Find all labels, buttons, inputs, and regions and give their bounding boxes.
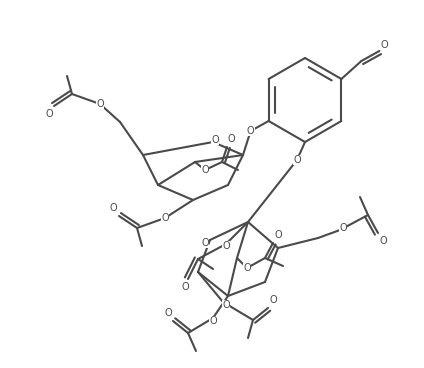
Text: O: O — [247, 126, 254, 136]
Text: O: O — [109, 203, 117, 213]
Text: O: O — [222, 241, 230, 251]
Text: O: O — [243, 263, 251, 273]
Text: O: O — [222, 300, 230, 310]
Text: O: O — [45, 109, 53, 119]
Text: O: O — [269, 295, 277, 305]
Text: O: O — [96, 99, 104, 109]
Text: O: O — [201, 238, 209, 248]
Text: O: O — [293, 155, 301, 165]
Text: O: O — [211, 135, 219, 145]
Text: O: O — [209, 316, 217, 326]
Text: O: O — [164, 308, 172, 318]
Text: O: O — [201, 165, 209, 175]
Text: O: O — [181, 282, 189, 292]
Text: O: O — [274, 230, 282, 240]
Text: O: O — [339, 223, 347, 233]
Text: O: O — [379, 236, 387, 246]
Text: O: O — [161, 213, 169, 223]
Text: O: O — [381, 40, 388, 50]
Text: O: O — [227, 134, 235, 144]
